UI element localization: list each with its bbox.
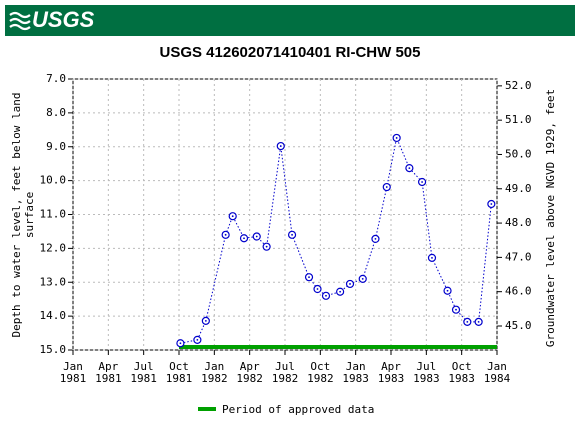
x-tick-label: Jul 1981	[130, 360, 157, 385]
y-axis-label: surface	[23, 192, 36, 238]
y2-tick-label: 48.0	[505, 216, 532, 229]
marker-dot	[385, 186, 388, 188]
y-tick-label: 9.0	[46, 140, 66, 153]
data-point	[371, 234, 380, 243]
marker-dot	[231, 215, 234, 218]
marker-dot	[421, 181, 423, 183]
y2-tick-label: 52.0	[505, 79, 532, 92]
marker-dot	[466, 320, 469, 323]
y-tick-label: 10.0	[40, 174, 67, 187]
data-point	[239, 234, 249, 243]
marker-dot	[395, 137, 398, 139]
logo-waves	[9, 11, 31, 31]
data-point	[392, 133, 401, 143]
data-point	[304, 273, 314, 282]
marker-dot	[349, 283, 351, 285]
y2-tick-label: 45.0	[505, 319, 532, 332]
data-point	[345, 279, 355, 289]
x-tick-label: Apr 1982	[236, 360, 263, 385]
y-tick-label: 8.0	[46, 106, 66, 119]
x-tick-label: Jan 1984	[484, 360, 511, 385]
y-tick-label: 13.0	[40, 275, 67, 288]
data-point	[276, 141, 285, 151]
data-point	[262, 242, 271, 251]
marker-dot	[291, 233, 293, 236]
data-point	[487, 199, 496, 209]
data-point	[417, 177, 427, 187]
x-tick-label: Jan 1982	[201, 360, 228, 385]
marker-dot	[316, 288, 319, 290]
x-tick-label: Jan 1981	[60, 360, 87, 385]
data-point	[221, 230, 230, 239]
marker-dot	[374, 237, 377, 240]
x-tick-label: Oct 1982	[307, 360, 334, 385]
data-line	[180, 136, 492, 344]
data-point	[252, 232, 261, 241]
marker-dot	[279, 145, 282, 147]
chart-title: USGS 412602071410401 RI-CHW 505	[160, 44, 421, 61]
marker-dot	[204, 319, 207, 322]
marker-dot	[265, 245, 268, 248]
data-point	[463, 317, 472, 326]
marker-dot	[408, 167, 411, 169]
y2-axis-label: Groundwater level above NGVD 1929, feet	[544, 89, 557, 347]
data-point	[313, 284, 322, 294]
marker-dot	[196, 338, 199, 341]
data-point	[382, 182, 391, 192]
data-point	[336, 287, 345, 296]
data-point	[443, 286, 452, 295]
marker-dot	[477, 320, 480, 323]
data-point	[176, 339, 185, 348]
marker-dot	[179, 342, 182, 345]
data-point	[201, 316, 210, 325]
x-tick-label: Jan 1983	[342, 360, 369, 385]
x-tick-label: Jul 1982	[272, 360, 299, 385]
marker-dot	[431, 256, 433, 259]
legend-label: Period of approved data	[222, 403, 374, 416]
data-point	[287, 230, 297, 239]
y-tick-label: 12.0	[40, 241, 67, 254]
data-point	[451, 305, 461, 314]
y-tick-label: 15.0	[40, 343, 67, 356]
x-tick-label: Oct 1983	[448, 360, 475, 385]
y2-tick-label: 50.0	[505, 147, 532, 160]
header-bar	[5, 5, 575, 36]
data-point	[474, 317, 483, 326]
y-axis-label: Depth to water level, feet below land	[10, 92, 23, 337]
logo-text: USGS	[32, 7, 95, 32]
data-point	[321, 291, 331, 300]
marker-dot	[339, 290, 342, 293]
y2-tick-label: 49.0	[505, 182, 532, 195]
marker-dot	[325, 294, 327, 297]
x-tick-label: Apr 1981	[95, 360, 122, 385]
y-tick-label: 11.0	[40, 208, 67, 221]
data-point	[358, 274, 367, 283]
y2-tick-label: 51.0	[505, 113, 532, 126]
data-point	[427, 253, 437, 262]
marker-dot	[490, 203, 493, 205]
y2-tick-label: 47.0	[505, 250, 532, 263]
approved-period-bar	[179, 345, 497, 349]
marker-dot	[361, 277, 364, 280]
y-tick-label: 7.0	[46, 72, 66, 85]
y2-tick-label: 46.0	[505, 285, 532, 298]
x-tick-label: Apr 1983	[378, 360, 405, 385]
marker-dot	[224, 233, 227, 236]
marker-dot	[455, 308, 457, 311]
data-point	[193, 335, 202, 344]
marker-dot	[308, 276, 310, 279]
marker-dot	[446, 289, 449, 292]
marker-dot	[255, 235, 258, 238]
x-tick-label: Jul 1983	[413, 360, 440, 385]
data-point	[405, 163, 414, 173]
y-tick-label: 14.0	[40, 309, 67, 322]
data-point	[228, 212, 237, 221]
marker-dot	[243, 237, 245, 240]
x-tick-label: Oct 1981	[166, 360, 193, 385]
